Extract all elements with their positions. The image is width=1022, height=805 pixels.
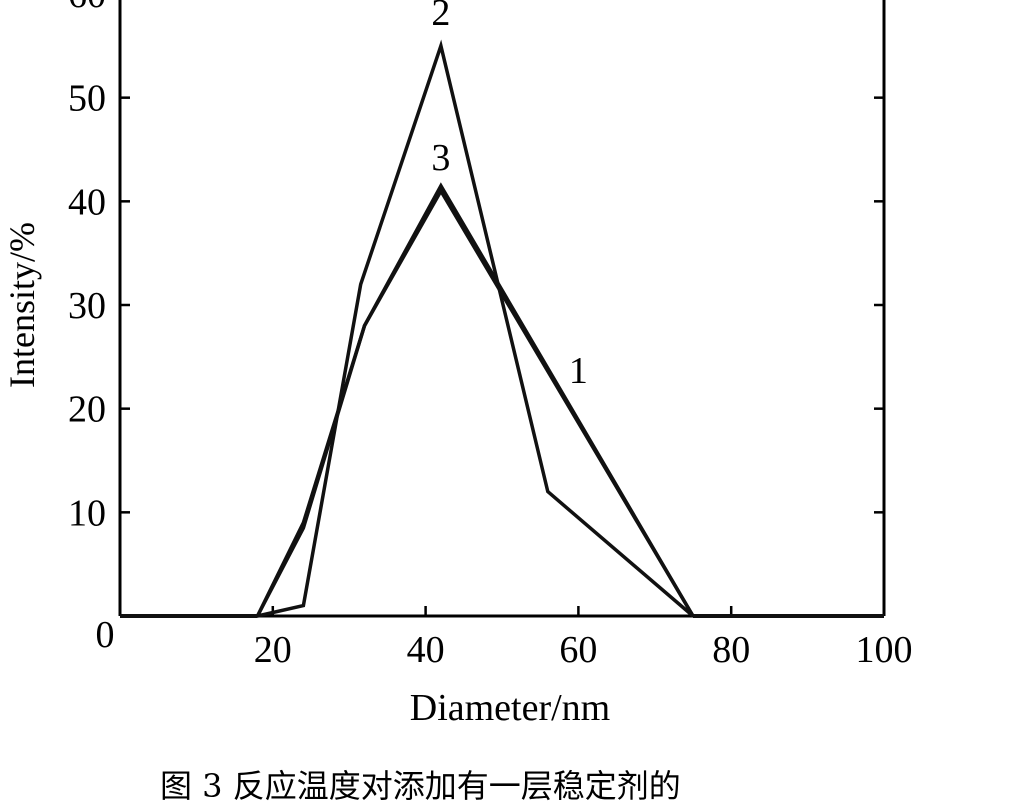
y-tick-label: 20 (68, 389, 106, 431)
curve-label-3: 3 (431, 137, 450, 179)
x-tick-label: 80 (712, 629, 750, 671)
y-tick-label: 50 (68, 78, 106, 120)
y-tick-label: 40 (68, 181, 106, 223)
figure-caption: 图 3 反应温度对添加有一层稳定剂的 (160, 767, 681, 805)
x-tick-label: 60 (559, 629, 597, 671)
x-tick-label: 40 (407, 629, 445, 671)
curve-label-2: 2 (431, 0, 450, 34)
curve-label-1: 1 (569, 350, 588, 392)
y-tick-label: 10 (68, 492, 106, 534)
x-tick-label: 20 (254, 629, 292, 671)
series-3-line (255, 187, 695, 617)
x-axis-label: Diameter/nm (410, 687, 610, 729)
y-tick-label: 30 (68, 285, 106, 327)
origin-label: 0 (96, 614, 115, 656)
ticks: 20406080100102030405060 (68, 0, 913, 671)
series-2-line (257, 39, 695, 618)
y-axis-label: Intensity/% (2, 222, 42, 388)
curve-labels: 2 3 1 (431, 0, 588, 392)
series-lines (120, 39, 884, 618)
y-tick-label: 60 (68, 0, 106, 16)
x-tick-label: 100 (856, 629, 913, 671)
